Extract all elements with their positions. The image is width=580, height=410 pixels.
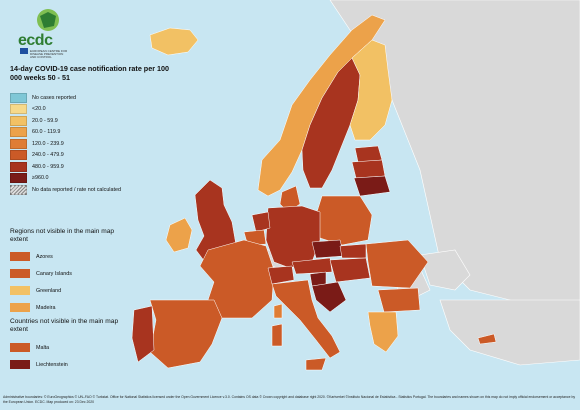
region-italy bbox=[271, 279, 341, 359]
legend-swatch bbox=[10, 184, 27, 195]
legend-label: No data reported / rate not calculated bbox=[32, 186, 122, 193]
region-cyprus bbox=[477, 333, 497, 345]
region-hungary bbox=[329, 257, 371, 283]
region-bulgaria bbox=[377, 287, 421, 313]
legend-label: 240.0 - 479.9 bbox=[32, 152, 64, 159]
region-switzerland bbox=[267, 265, 295, 285]
region-greece bbox=[367, 311, 399, 353]
region-sicily bbox=[305, 357, 327, 371]
region-slovenia bbox=[309, 271, 327, 287]
legend-label: <20.0 bbox=[32, 106, 46, 113]
inset-label: Malta bbox=[36, 344, 50, 351]
region-finland bbox=[349, 39, 393, 141]
inset-swatch bbox=[10, 269, 30, 278]
inset-swatch bbox=[10, 252, 30, 261]
inset-label: Canary Islands bbox=[36, 270, 72, 277]
inset-label: Greenland bbox=[36, 287, 62, 294]
legend-item: 60.0 - 119.9 bbox=[10, 127, 121, 139]
legend-item: <20.0 bbox=[10, 104, 121, 116]
legend: No cases reported <20.0 20.0 - 59.9 60.0 - … bbox=[10, 92, 121, 196]
region-portugal bbox=[131, 305, 155, 363]
region-spain bbox=[149, 299, 223, 369]
region-iceland bbox=[149, 27, 199, 56]
legend-label: 480.0 - 959.9 bbox=[32, 163, 64, 170]
regions-title: Regions not visible in the main map exte… bbox=[10, 228, 115, 243]
region-poland bbox=[315, 195, 373, 246]
logo-graphic bbox=[20, 9, 59, 54]
legend-label: No cases reported bbox=[32, 94, 77, 101]
inset-item: Azores bbox=[10, 252, 53, 261]
legend-item: 120.0 - 239.9 bbox=[10, 138, 121, 150]
inset-swatch bbox=[10, 286, 30, 295]
legend-swatch bbox=[10, 161, 27, 172]
inset-item: Canary Islands bbox=[10, 269, 72, 278]
inset-item: Greenland bbox=[10, 286, 61, 295]
legend-swatch bbox=[10, 115, 27, 126]
region-estonia bbox=[354, 145, 383, 163]
region-france bbox=[199, 239, 275, 319]
region-netherlands bbox=[251, 211, 271, 233]
inset-label: Liechtenstein bbox=[36, 361, 68, 368]
legend-swatch bbox=[10, 92, 27, 103]
region-corsica bbox=[273, 303, 283, 319]
region-slovakia bbox=[339, 243, 367, 259]
inset-item: Madeira bbox=[10, 303, 55, 312]
region-czechia bbox=[311, 239, 345, 259]
region-sardinia bbox=[271, 323, 283, 347]
region-lithuania bbox=[353, 175, 391, 197]
inset-swatch bbox=[10, 360, 30, 369]
legend-label: ≥960.0 bbox=[32, 175, 49, 182]
legend-label: 20.0 - 59.9 bbox=[32, 117, 58, 124]
legend-item: No cases reported bbox=[10, 92, 121, 104]
legend-item: ≥960.0 bbox=[10, 173, 121, 185]
legend-swatch bbox=[10, 138, 27, 149]
region-germany bbox=[265, 205, 321, 269]
map-title: 14-day COVID-19 case notification rate p… bbox=[10, 64, 169, 82]
legend-label: 60.0 - 119.9 bbox=[32, 129, 61, 136]
legend-item: 240.0 - 479.9 bbox=[10, 150, 121, 162]
legend-item: 20.0 - 59.9 bbox=[10, 115, 121, 127]
inset-label: Azores bbox=[36, 253, 53, 260]
region-latvia bbox=[351, 159, 386, 179]
inset-item: Liechtenstein bbox=[10, 360, 68, 369]
ecdc-logo: ecdc EUROPEAN CENTRE FOR DISEASE PREVENT… bbox=[8, 6, 68, 59]
legend-swatch bbox=[10, 173, 27, 184]
legend-item: 480.0 - 959.9 bbox=[10, 161, 121, 173]
legend-swatch bbox=[10, 127, 27, 138]
footer-credits: Administrative boundaries: © EuroGeograp… bbox=[3, 395, 576, 404]
region-croatia bbox=[311, 281, 347, 313]
legend-swatch bbox=[10, 104, 27, 115]
logo-word: ecdc bbox=[18, 32, 53, 49]
region-austria bbox=[291, 257, 333, 275]
inset-swatch bbox=[10, 303, 30, 312]
legend-item: No data reported / rate not calculated bbox=[10, 184, 121, 196]
countries-title: Countries not visible in the main map ex… bbox=[10, 318, 119, 333]
inset-item: Malta bbox=[10, 343, 49, 352]
legend-swatch bbox=[10, 150, 27, 161]
region-ireland bbox=[165, 217, 193, 253]
inset-swatch bbox=[10, 343, 30, 352]
logo-subtitle: EUROPEAN CENTRE FOR DISEASE PREVENTION A… bbox=[30, 49, 68, 59]
inset-label: Madeira bbox=[36, 304, 56, 311]
legend-label: 120.0 - 239.9 bbox=[32, 140, 64, 147]
region-romania bbox=[365, 239, 429, 289]
